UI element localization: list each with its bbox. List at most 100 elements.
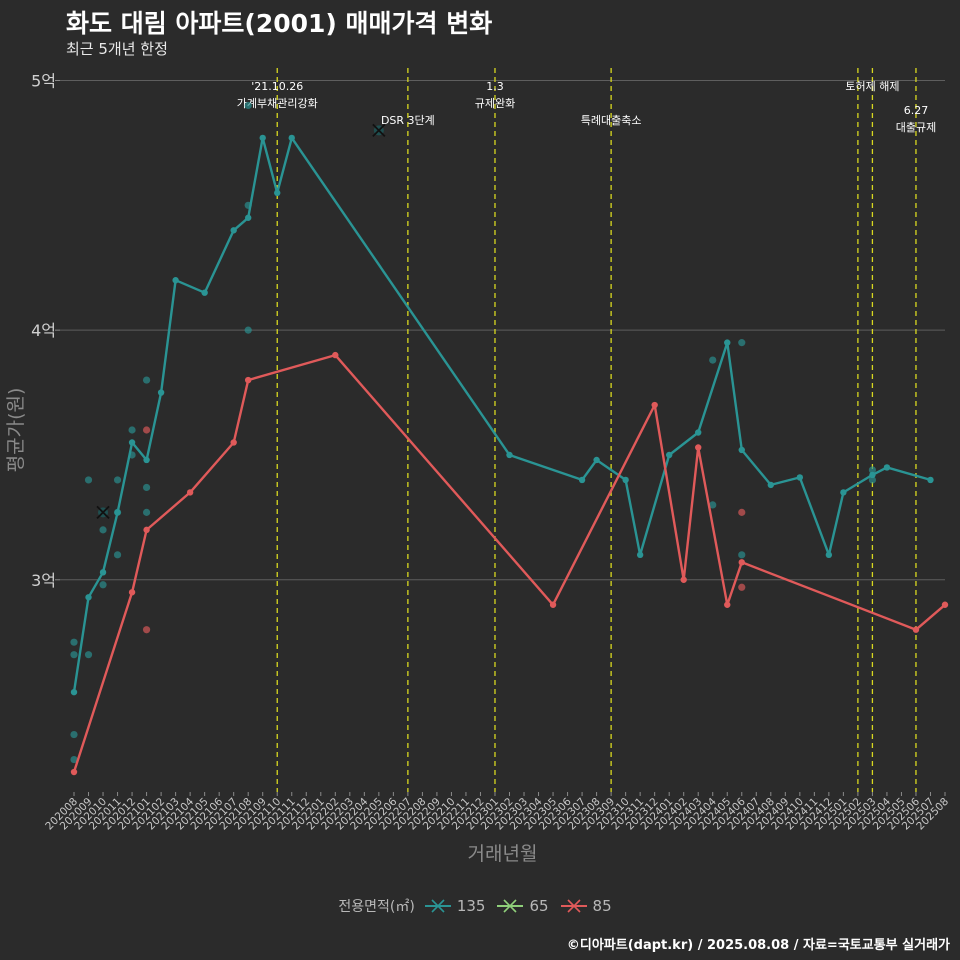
line-point-135 (70, 688, 78, 696)
event-label: 가계부채관리강화 (237, 97, 318, 110)
scatter-point-135 (113, 551, 122, 559)
line-point-85 (230, 439, 237, 446)
line-point-135 (99, 569, 107, 576)
line-point-135 (593, 456, 600, 464)
line-point-135 (143, 456, 150, 464)
line-point-85 (245, 376, 252, 384)
line-point-135 (796, 474, 804, 481)
line-point-85 (695, 444, 702, 451)
x-axis-title: 거래년월 (468, 843, 538, 865)
line-point-135 (128, 439, 136, 446)
scatter-point-135 (113, 508, 122, 516)
legend-item-135: 135 (423, 896, 486, 916)
legend-key-85-icon (560, 899, 587, 913)
scatter-point-135 (99, 581, 107, 589)
line-point-135 (259, 134, 266, 142)
scatter-point-85 (738, 583, 746, 591)
legend: 전용면적(㎡) 135 65 85 (0, 896, 960, 916)
line-point-135 (869, 471, 876, 479)
line-point-85 (143, 526, 150, 534)
line-point-135 (85, 594, 92, 601)
line-point-85 (332, 351, 339, 359)
cross-point-mark (372, 123, 386, 138)
scatter-point-135 (868, 466, 877, 474)
scatter-point-135 (70, 638, 78, 646)
line-point-135 (665, 451, 673, 459)
line-point-85 (186, 489, 194, 496)
line-point-85 (549, 601, 557, 608)
scatter-point-135 (142, 508, 151, 516)
legend-title: 전용면적(㎡) (338, 899, 415, 915)
line-point-135 (288, 134, 295, 142)
scatter-point-135 (84, 476, 93, 484)
series-line-135 (72, 136, 931, 693)
cross-point-65 (96, 505, 110, 520)
legend-label-65: 65 (529, 897, 549, 915)
scatter-point-135 (244, 201, 252, 209)
legend-label-135: 135 (456, 897, 486, 915)
line-point-135 (695, 429, 702, 436)
event-label: 1.3 (486, 80, 504, 93)
source-caption: ©디아파트(dapt.kr) / 2025.08.08 / 자료=국토교통부 실… (566, 938, 950, 953)
scatter-point-135 (70, 730, 78, 739)
line-point-135 (245, 214, 252, 221)
line-point-135 (274, 189, 281, 197)
scatter-point-135 (84, 651, 93, 659)
event-label: 토허제 해제 (845, 79, 899, 93)
legend-key-135-icon (424, 899, 451, 913)
line-point-135 (506, 451, 513, 459)
scatter-point-135 (128, 451, 136, 459)
legend-item-85: 85 (559, 896, 612, 916)
y-tick-label: 5억 (31, 71, 56, 90)
line-point-135 (622, 476, 629, 484)
scatter-point-135 (868, 476, 877, 484)
scatter-point-135 (70, 755, 78, 764)
line-point-85 (128, 589, 136, 596)
line-point-85 (738, 559, 745, 566)
line-point-135 (840, 489, 847, 496)
line-point-135 (578, 476, 586, 484)
scatter-point-135 (113, 476, 122, 484)
line-point-135 (157, 389, 165, 396)
line-point-85 (680, 576, 687, 583)
scatter-point-135 (244, 326, 252, 334)
line-point-85 (912, 626, 920, 633)
scatter-point-135 (738, 551, 746, 559)
y-tick-label: 4억 (31, 321, 56, 340)
scatter-point-135 (99, 526, 107, 534)
event-label: 특례대출축소 (581, 114, 642, 127)
line-point-85 (941, 601, 949, 608)
event-label: DSR 3단계 (381, 114, 435, 127)
line-point-135 (230, 227, 237, 234)
event-label: 대출규제 (896, 121, 936, 134)
event-label: '21.10.26 (251, 80, 303, 93)
scatter-point-135 (709, 501, 717, 509)
line-point-85 (651, 401, 658, 409)
scatter-point-135 (128, 426, 136, 434)
scatter-point-85 (738, 508, 746, 516)
event-label: 규제완화 (475, 97, 515, 110)
line-point-135 (636, 551, 644, 559)
scatter-point-135 (709, 356, 717, 364)
scatter-point-135 (70, 651, 78, 659)
line-point-135 (883, 464, 891, 471)
scatter-point-85 (142, 426, 151, 434)
cross-point-mark (96, 505, 110, 520)
chart-title: 화도 대림 아파트(2001) 매매가격 변화 (66, 9, 493, 38)
scatter-point-135 (738, 339, 746, 347)
y-tick-label: 3억 (31, 571, 56, 590)
legend-label-85: 85 (592, 897, 612, 915)
line-point-85 (70, 768, 78, 776)
line-point-135 (738, 446, 745, 454)
scatter-point-135 (244, 101, 252, 110)
line-point-135 (767, 481, 774, 489)
line-point-135 (825, 551, 833, 559)
y-axis-title: 평균가(원) (5, 388, 27, 473)
scatter-point-135 (142, 376, 151, 384)
scatter-point-85 (142, 626, 151, 634)
event-label: 6.27 (904, 104, 929, 117)
chart-subtitle: 최근 5개년 한정 (66, 40, 168, 58)
line-point-135 (201, 289, 208, 296)
cross-point-65 (372, 123, 386, 138)
